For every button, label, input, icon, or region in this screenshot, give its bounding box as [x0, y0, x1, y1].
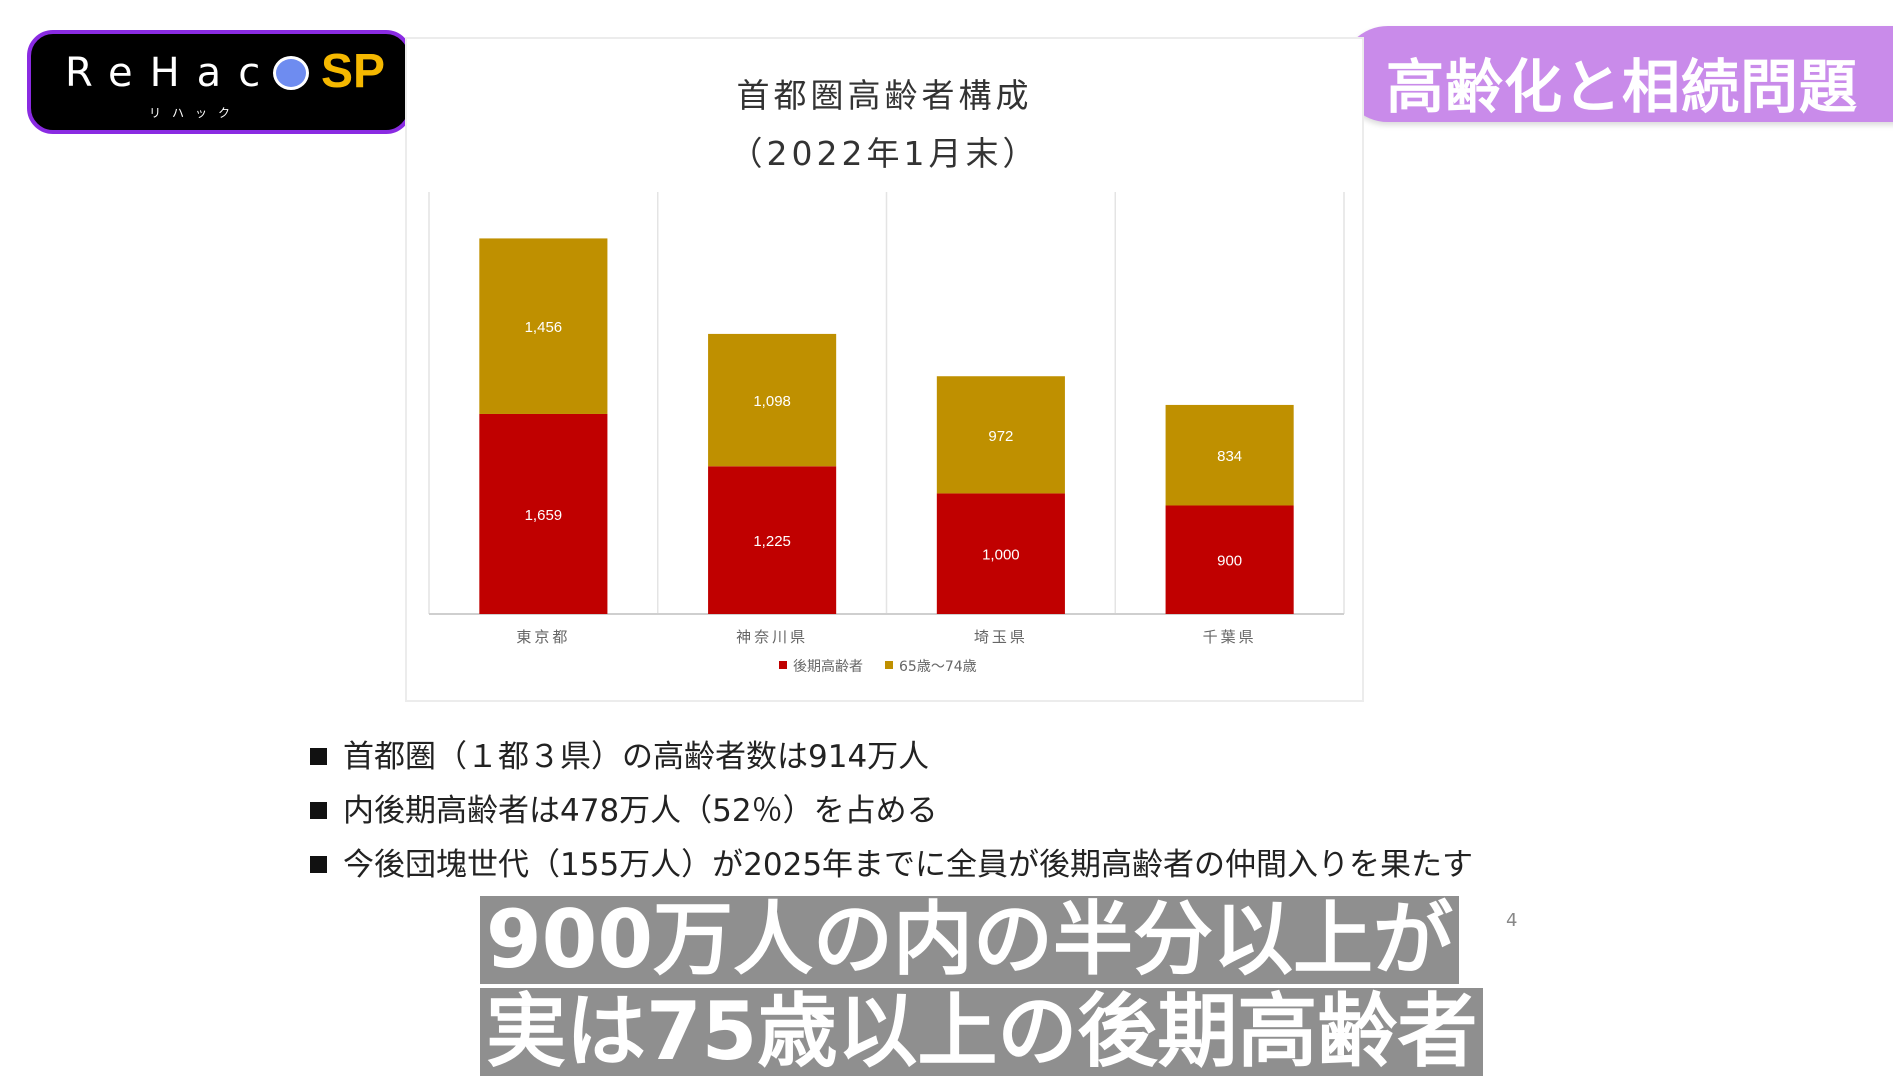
x-tick-label: 千葉県	[1203, 628, 1257, 646]
x-tick-label: 東京都	[516, 628, 570, 646]
data-label: 1,225	[753, 533, 791, 550]
speech-bubble-icon	[273, 56, 309, 90]
bar-segment	[1165, 404, 1294, 506]
topic-title: 高齢化と相続問題	[1386, 53, 1859, 121]
bar-segment	[708, 333, 837, 467]
data-label: 1,098	[753, 393, 791, 410]
chart-panel: 首都圏高齢者構成 （2022年1月末） 1,659 1,456 東京都 1,225 1,…	[405, 37, 1364, 702]
chart-title: 首都圏高齢者構成	[736, 76, 1033, 115]
bullet-item: 内後期高齢者は478万人（52％）を占める	[310, 784, 1473, 838]
bullet-text: 首都圏（１都３県）の高齢者数は914万人	[343, 739, 930, 775]
data-label: 1,659	[525, 507, 563, 524]
x-tick-label: 埼玉県	[974, 628, 1028, 646]
rehac-sp-logo: ReHac SP リハック	[27, 30, 412, 134]
chart-subtitle: （2022年1月末）	[729, 134, 1040, 173]
bullet-text: 内後期高齢者は478万人（52％）を占める	[343, 793, 938, 829]
bullet-list: 首都圏（１都３県）の高齢者数は914万人 内後期高齢者は478万人（52％）を占…	[310, 730, 1473, 892]
bullet-text: 今後団塊世代（155万人）が2025年までに全員が後期高齢者の仲間入りを果たす	[343, 847, 1474, 883]
data-label: 834	[1217, 448, 1242, 465]
data-label: 900	[1217, 553, 1242, 570]
logo-kana: リハック	[149, 106, 242, 120]
bar-segment	[708, 466, 837, 614]
data-label: 972	[988, 428, 1013, 445]
bar-segment	[479, 238, 608, 414]
caption-line-1: 900万人の内の半分以上が	[480, 896, 1459, 984]
bar-segment	[936, 493, 1065, 614]
bar-segment	[936, 376, 1065, 494]
legend-label: 後期高齢者	[793, 658, 863, 675]
square-bullet-icon	[310, 748, 327, 765]
bullet-item: 今後団塊世代（155万人）が2025年までに全員が後期高齢者の仲間入りを果たす	[310, 838, 1473, 892]
x-tick-label: 神奈川県	[736, 628, 808, 646]
legend-swatch	[885, 661, 893, 669]
data-label: 1,000	[982, 547, 1020, 564]
slide-page-number: 4	[1506, 910, 1518, 931]
square-bullet-icon	[310, 802, 327, 819]
square-bullet-icon	[310, 856, 327, 873]
stacked-bar-chart: 1,659 1,456 東京都 1,225 1,098 神奈川県 1,000 972 埼玉県 90…	[428, 192, 1345, 675]
logo-wordmark: ReHac	[65, 50, 278, 96]
bullet-item: 首都圏（１都３県）の高齢者数は914万人	[310, 730, 1473, 784]
bar-segment	[479, 413, 608, 614]
legend-label: 65歳～74歳	[899, 659, 977, 675]
caption-line-2: 実は75歳以上の後期高齢者	[480, 988, 1484, 1076]
topic-banner: 高齢化と相続問題	[1340, 26, 1893, 122]
data-label: 1,456	[525, 319, 563, 336]
legend-swatch	[779, 661, 787, 669]
bar-segment	[1165, 505, 1294, 614]
logo-sp: SP	[321, 45, 386, 98]
